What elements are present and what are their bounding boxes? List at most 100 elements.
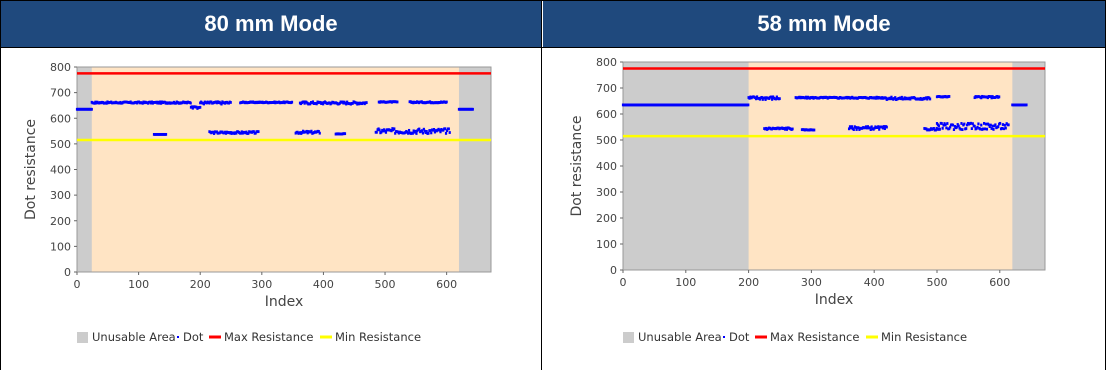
dot [444,127,447,131]
dot [378,128,381,132]
dot [257,130,260,134]
dot [847,127,851,131]
dot [305,129,308,133]
legend-label-min: Min Resistance [335,330,421,344]
dot [990,127,993,130]
dot [422,127,425,131]
dot [952,128,956,131]
dot [957,124,960,128]
dot [949,125,952,129]
dot [189,101,192,105]
x-tick-label: 300 [251,278,272,291]
y-tick-label: 200 [596,212,617,225]
x-tick-label: 0 [74,278,81,291]
dot [191,106,194,110]
dot [763,96,766,100]
dot [948,127,951,131]
dot [418,127,421,131]
dot [980,96,983,100]
dot [869,128,872,131]
legend-label-unusable: Unusable Area [92,330,176,344]
dot [245,130,248,134]
dot [966,123,969,127]
x-tick-label: 100 [128,278,149,291]
x-tick-label: 400 [313,278,334,291]
dot [813,128,816,132]
y-tick-label: 400 [50,164,71,177]
dot [963,122,966,126]
y-tick-label: 300 [596,186,617,199]
legend-swatch-unusable [77,332,88,343]
dot [345,102,348,106]
dot [105,101,108,105]
dot [384,130,388,134]
y-tick-label: 200 [50,215,71,228]
dot [425,130,428,133]
dot [977,122,980,126]
dot [421,131,425,135]
dot [420,129,424,133]
dot [926,97,929,101]
header-80mm: 80 mm Mode [1,1,541,47]
legend-label-unusable: Unusable Area [638,330,722,344]
dot [760,95,763,99]
legend-swatch-dot [177,336,179,338]
dot [318,131,321,135]
dot [239,131,242,135]
dot [407,131,410,135]
dot [303,101,306,105]
y-tick-label: 300 [50,189,71,202]
dot [448,131,451,134]
dot [1025,103,1028,107]
dot [159,101,163,105]
legend-swatch-dot [723,336,725,338]
dot [971,122,974,126]
dot [380,130,383,134]
dot [445,129,449,133]
dot [771,97,774,101]
legend-label-dot: Dot [729,330,750,344]
dot [994,123,997,127]
dot [976,125,979,129]
dot [309,102,312,106]
dot [442,128,445,132]
dot [866,125,870,128]
dot [955,125,958,129]
dot [855,128,858,131]
dot [991,124,994,128]
dot [343,132,347,136]
dot [764,98,767,101]
dot [202,102,206,106]
x-tick-label: 0 [620,276,627,289]
dot [998,121,1002,125]
y-tick-label: 700 [50,87,71,100]
x-tick-label: 200 [738,276,759,289]
dot [433,130,437,134]
chart-80mm: 0 100 200 300 400 500 600 700 800 0 100 200 300 400 50… [23,61,492,344]
dot [979,127,982,131]
dot [159,100,162,104]
dot [1004,126,1007,130]
y-tick-label: 400 [596,160,617,173]
dot [215,130,218,134]
dot [965,127,968,130]
dot [375,130,378,134]
dot [870,125,873,129]
dot [980,123,983,127]
dot [429,129,432,132]
y-tick-label: 500 [50,138,71,151]
x-axis-label: Index [815,292,854,308]
dot [889,97,892,101]
dot [365,101,368,104]
dot [1001,123,1005,126]
dot [850,125,853,129]
dot [423,129,426,133]
x-tick-label: 300 [801,276,822,289]
dot [932,127,935,130]
dot [878,127,881,131]
dot [411,131,414,135]
y-axis-label: Dot resistance [23,119,39,220]
dot [774,97,778,101]
dot [427,131,430,135]
dot [775,95,778,99]
